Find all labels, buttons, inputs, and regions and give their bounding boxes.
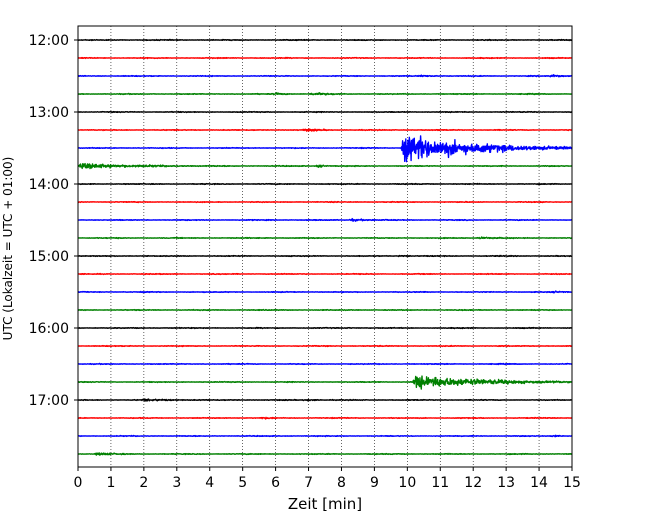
trace-1445 [77, 236, 573, 240]
trace-1645 [77, 375, 573, 390]
trace-1315 [77, 128, 573, 132]
x-tick-label: 4 [205, 475, 214, 491]
trace-1430 [77, 217, 573, 222]
y-axis-label: UTC (Lokalzeit = UTC + 01:00) [1, 157, 15, 341]
x-tick-label: 8 [337, 475, 346, 491]
y-tick-label: 17:00 [29, 393, 69, 409]
y-axis-ticks: 12:00 13:00 14:00 15:00 16:00 17:00 [29, 33, 78, 409]
y-tick-label: 14:00 [29, 177, 69, 193]
trace-1545 [77, 308, 573, 312]
y-tick-label: 12:00 [29, 33, 69, 49]
plot-frame [77, 25, 573, 468]
trace-1330 [77, 135, 573, 163]
trace-1630 [77, 362, 573, 366]
x-tick-label: 9 [370, 475, 379, 491]
x-tick-label: 12 [464, 475, 482, 491]
trace-1500 [77, 254, 573, 258]
x-tick-label: 6 [271, 475, 280, 491]
trace-1515 [77, 272, 573, 276]
trace-1730 [77, 434, 573, 438]
x-tick-label: 0 [74, 475, 83, 491]
x-axis-label: Zeit [min] [288, 495, 362, 513]
x-tick-label: 7 [304, 475, 313, 491]
trace-1245 [77, 92, 573, 96]
x-axis-ticks: 0 1 2 3 4 5 6 7 8 9 10 11 12 13 14 15 [74, 467, 581, 491]
x-tick-label: 1 [106, 475, 115, 491]
trace-1215 [77, 56, 573, 60]
x-tick-label: 2 [139, 475, 148, 491]
trace-1715 [77, 416, 573, 420]
trace-1600 [77, 326, 573, 330]
x-tick-label: 3 [172, 475, 181, 491]
y-tick-label: 15:00 [29, 249, 69, 265]
trace-1400 [77, 182, 573, 186]
x-tick-label: 15 [563, 475, 581, 491]
x-tick-label: 11 [431, 475, 449, 491]
trace-1530 [77, 290, 573, 294]
trace-1745 [77, 452, 573, 456]
trace-1200 [77, 38, 573, 42]
trace-1615 [77, 344, 573, 348]
x-tick-label: 13 [497, 475, 515, 491]
y-tick-label: 16:00 [29, 321, 69, 337]
trace-1300 [77, 110, 573, 114]
x-tick-label: 10 [398, 475, 416, 491]
seismic-traces [77, 38, 573, 456]
trace-1345 [77, 162, 573, 170]
trace-1230 [77, 74, 573, 78]
trace-1415 [77, 200, 573, 204]
x-tick-label: 14 [530, 475, 548, 491]
x-tick-label: 5 [238, 475, 247, 491]
y-tick-label: 13:00 [29, 105, 69, 121]
trace-1700 [77, 398, 573, 402]
